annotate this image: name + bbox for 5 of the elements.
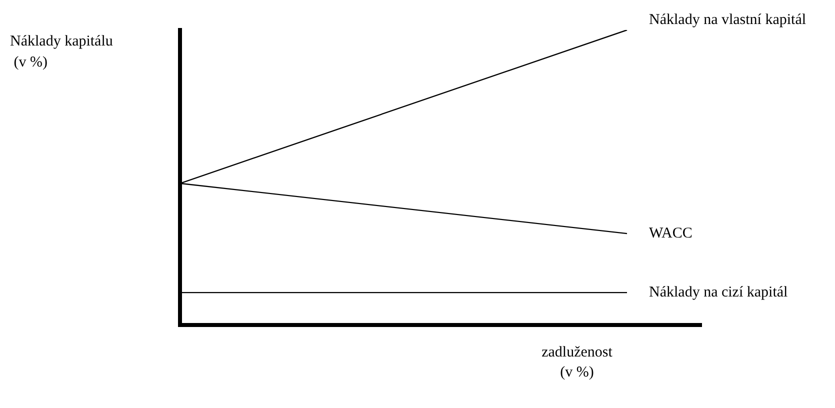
series-label: WACC (649, 225, 692, 242)
y-axis-title: Náklady kapitálu (v %) (10, 33, 114, 70)
series-label: Náklady na vlastní kapitál (649, 12, 806, 28)
x-axis-title: zadluženost (v %) (542, 344, 614, 380)
series-label: Náklady na cizí kapitál (649, 284, 788, 300)
